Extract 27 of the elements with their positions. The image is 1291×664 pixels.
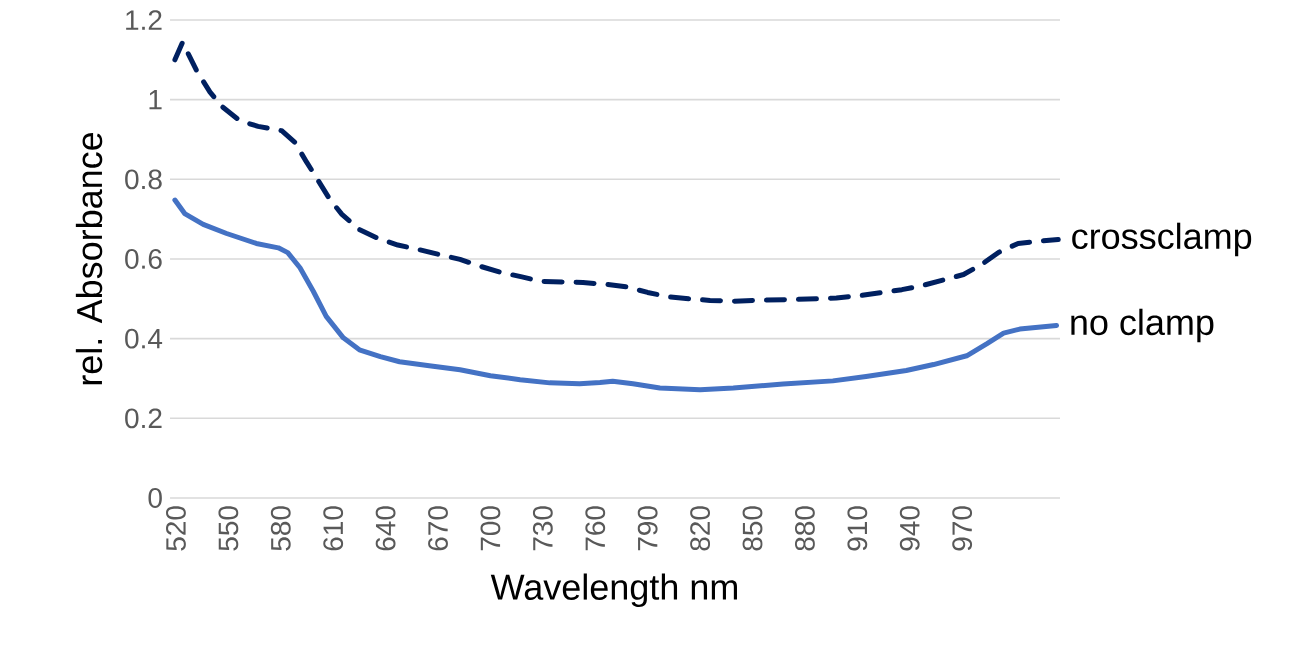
x-tick-label: 850 [742,506,763,551]
x-tick-label: 970 [952,506,973,551]
x-tick-label: 670 [428,506,448,551]
y-tick-label: 0.4 [125,328,163,349]
y-tick-label: 1 [149,90,162,110]
series-label: crossclamp [1072,222,1252,257]
x-tick-label: 640 [375,506,396,551]
series-label: no clamp [1071,308,1214,343]
x-tick-label: 730 [532,506,553,551]
y-tick-label: 0.6 [125,249,162,269]
y-tick-label: 1.2 [126,10,162,30]
y-axis-title: rel. Absorbance [75,132,103,385]
x-tick-label: 820 [690,506,711,551]
x-axis-title: Wavelength nm [490,573,737,608]
x-tick-label: 760 [585,506,606,551]
x-tick-label: 910 [847,506,868,551]
x-tick-label: 700 [480,506,501,551]
x-tick-label: 790 [637,506,658,551]
y-tick-label: 0.8 [125,169,162,190]
x-tick-label: 880 [794,506,815,551]
x-tick-label: 940 [899,506,920,551]
x-tick-label: 580 [270,506,291,551]
y-tick-label: 0.2 [125,408,162,429]
x-tick-label: 610 [323,506,344,551]
y-tick-label: 0 [148,488,162,508]
x-tick-label: 550 [218,506,239,551]
x-tick-label: 520 [166,506,186,551]
